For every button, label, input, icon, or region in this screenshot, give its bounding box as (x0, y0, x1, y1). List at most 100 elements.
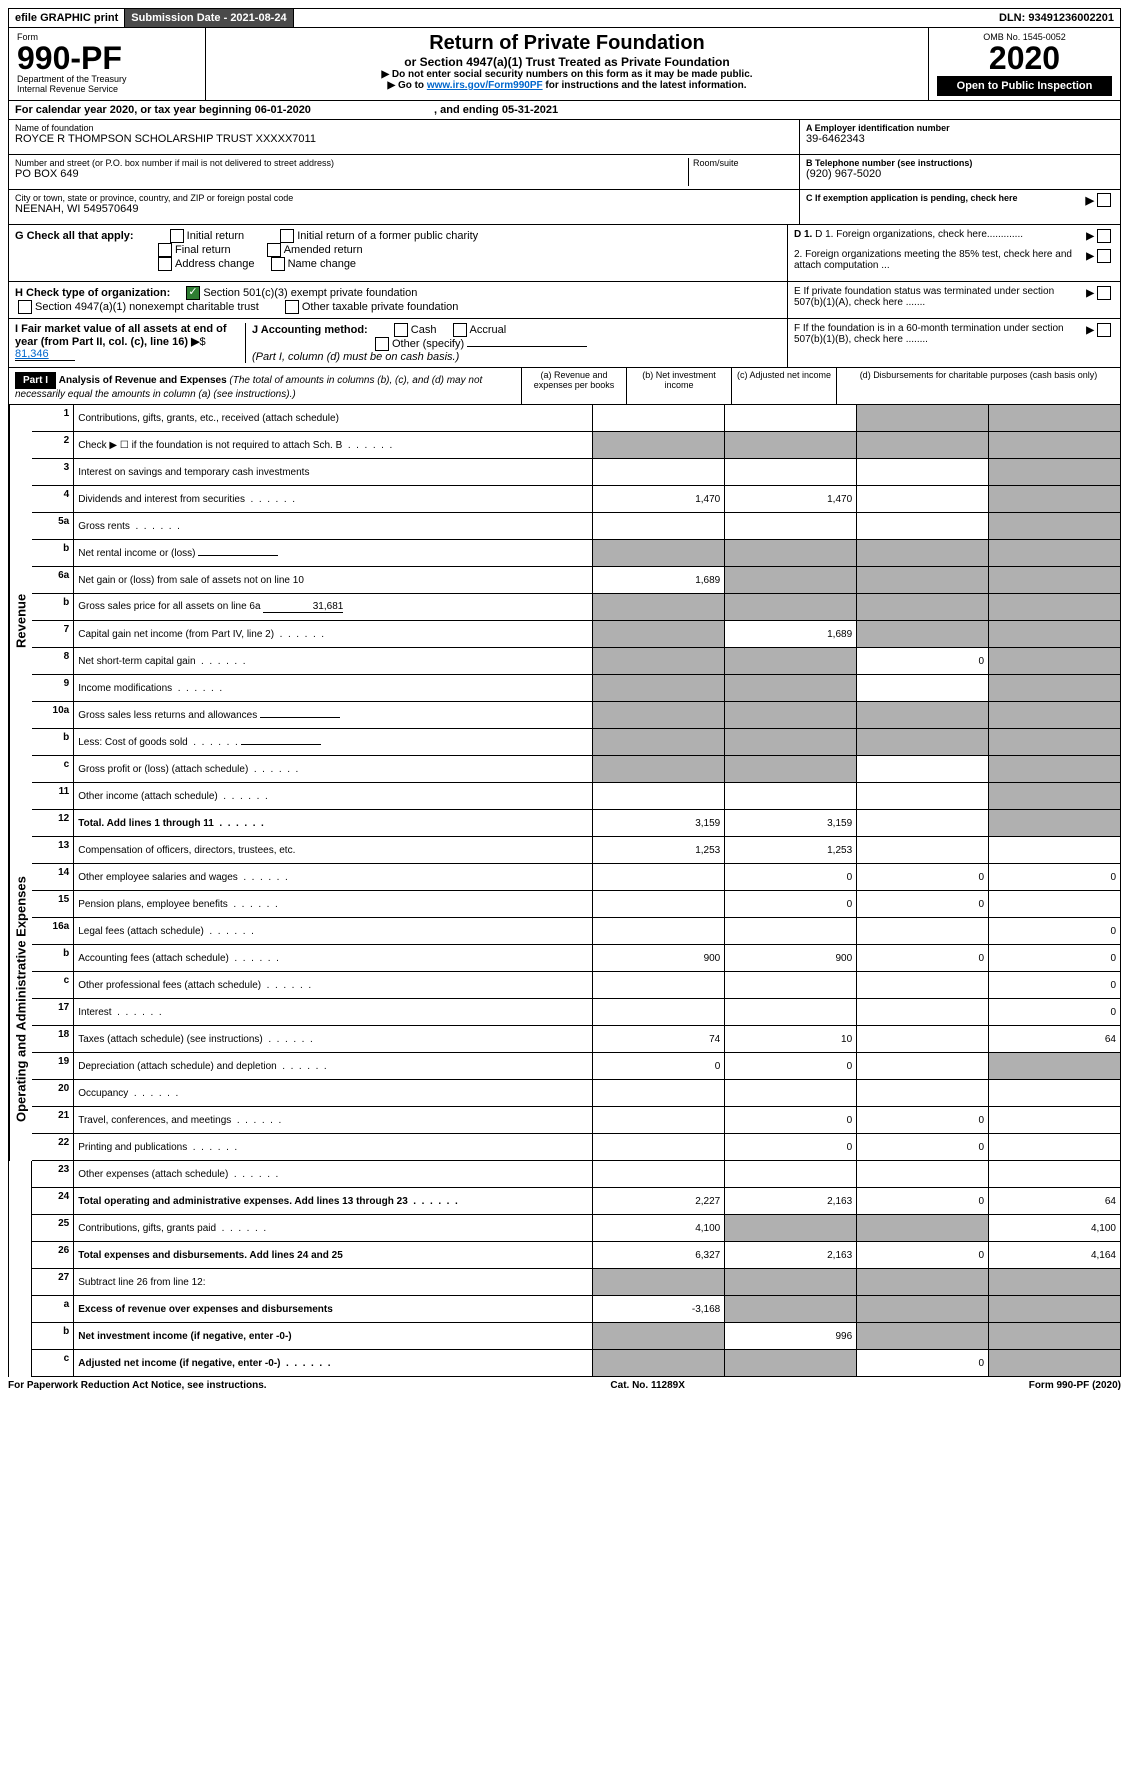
room-label: Room/suite (693, 158, 793, 168)
table-row: 17Interest . . . . . .0 (32, 999, 1121, 1026)
irs-label: Internal Revenue Service (17, 84, 197, 94)
address: PO BOX 649 (15, 168, 688, 180)
info-section: Name of foundation ROYCE R THOMPSON SCHO… (8, 120, 1121, 225)
j-accrual-checkbox[interactable] (453, 323, 467, 337)
f-label: F If the foundation is in a 60-month ter… (794, 323, 1086, 345)
form-header: Form 990-PF Department of the Treasury I… (8, 28, 1121, 101)
footer: For Paperwork Reduction Act Notice, see … (8, 1377, 1121, 1394)
expenses-section: Operating and Administrative Expenses 13… (8, 837, 1121, 1161)
table-row: cAdjusted net income (if negative, enter… (32, 1350, 1121, 1377)
f-checkbox[interactable] (1097, 323, 1111, 337)
j-other-checkbox[interactable] (375, 337, 389, 351)
h-label: H Check type of organization: (15, 287, 170, 299)
bottom-section: 23Other expenses (attach schedule) . . .… (8, 1161, 1121, 1377)
table-row: 20Occupancy . . . . . . (32, 1080, 1121, 1107)
table-row: 18Taxes (attach schedule) (see instructi… (32, 1026, 1121, 1053)
part1-title: Analysis of Revenue and Expenses (59, 375, 227, 386)
efile-label: efile GRAPHIC print (9, 9, 125, 27)
irs-link[interactable]: www.irs.gov/Form990PF (427, 80, 543, 91)
table-row: 24Total operating and administrative exp… (32, 1188, 1121, 1215)
bottom-table: 23Other expenses (attach schedule) . . .… (32, 1161, 1121, 1377)
table-row: bNet investment income (if negative, ent… (32, 1323, 1121, 1350)
table-row: 27Subtract line 26 from line 12: (32, 1269, 1121, 1296)
table-row: 21Travel, conferences, and meetings . . … (32, 1107, 1121, 1134)
e-label: E If private foundation status was termi… (794, 286, 1086, 308)
ein-label: A Employer identification number (806, 123, 1114, 133)
table-row: 5aGross rents . . . . . . (32, 513, 1121, 540)
d2-checkbox[interactable] (1097, 249, 1111, 263)
h-checkbox-3[interactable] (285, 300, 299, 314)
check-section-ij: I Fair market value of all assets at end… (8, 319, 1121, 368)
calendar-year-row: For calendar year 2020, or tax year begi… (8, 101, 1121, 120)
g-checkbox-1[interactable] (280, 229, 294, 243)
table-row: 10aGross sales less returns and allowanc… (32, 702, 1121, 729)
table-row: 8Net short-term capital gain . . . . . .… (32, 648, 1121, 675)
table-row: cOther professional fees (attach schedul… (32, 972, 1121, 999)
phone-label: B Telephone number (see instructions) (806, 158, 1114, 168)
form-subtitle: or Section 4947(a)(1) Trust Treated as P… (214, 55, 920, 69)
d2-label: 2. Foreign organizations meeting the 85%… (794, 249, 1086, 271)
city-value: NEENAH, WI 549570649 (15, 203, 793, 215)
check-section-g: G Check all that apply: Initial return I… (8, 225, 1121, 282)
open-public: Open to Public Inspection (937, 76, 1112, 96)
table-row: 1Contributions, gifts, grants, etc., rec… (32, 405, 1121, 432)
table-row: 11Other income (attach schedule) . . . .… (32, 783, 1121, 810)
form-title: Return of Private Foundation (214, 32, 920, 55)
form-number: 990-PF (17, 42, 197, 74)
g-checkbox-0[interactable] (170, 229, 184, 243)
c-checkbox[interactable] (1097, 193, 1111, 207)
table-row: 14Other employee salaries and wages . . … (32, 864, 1121, 891)
footer-left: For Paperwork Reduction Act Notice, see … (8, 1380, 267, 1391)
d1-checkbox[interactable] (1097, 229, 1111, 243)
phone-value: (920) 967-5020 (806, 168, 1114, 180)
col-b-header: (b) Net investment income (626, 368, 731, 404)
h-checkbox-1[interactable] (186, 286, 200, 300)
check-section-h: H Check type of organization: Section 50… (8, 282, 1121, 319)
col-a-header: (a) Revenue and expenses per books (521, 368, 626, 404)
table-row: 25Contributions, gifts, grants paid . . … (32, 1215, 1121, 1242)
instruction-1: ▶ Do not enter social security numbers o… (214, 69, 920, 80)
table-row: 16aLegal fees (attach schedule) . . . . … (32, 918, 1121, 945)
table-row: 23Other expenses (attach schedule) . . .… (32, 1161, 1121, 1188)
e-checkbox[interactable] (1097, 286, 1111, 300)
g-checkbox-4[interactable] (158, 257, 172, 271)
table-row: bNet rental income or (loss) (32, 540, 1121, 567)
addr-label: Number and street (or P.O. box number if… (15, 158, 688, 168)
ein-value: 39-6462343 (806, 133, 1114, 145)
d1-label: D 1. D 1. Foreign organizations, check h… (794, 229, 1086, 240)
revenue-side-label: Revenue (9, 405, 32, 837)
instruction-2: ▶ Go to www.irs.gov/Form990PF for instru… (214, 80, 920, 91)
table-row: 22Printing and publications . . . . . .0… (32, 1134, 1121, 1161)
dln-label: DLN: 93491236002201 (993, 9, 1120, 27)
j-label: J Accounting method: (252, 324, 368, 336)
j-note: (Part I, column (d) must be on cash basi… (252, 351, 459, 363)
g-checkbox-5[interactable] (271, 257, 285, 271)
table-row: bLess: Cost of goods sold . . . . . . (32, 729, 1121, 756)
table-row: bAccounting fees (attach schedule) . . .… (32, 945, 1121, 972)
table-row: 9Income modifications . . . . . . (32, 675, 1121, 702)
city-label: City or town, state or province, country… (15, 193, 793, 203)
table-row: 19Depreciation (attach schedule) and dep… (32, 1053, 1121, 1080)
expenses-table: 13Compensation of officers, directors, t… (32, 837, 1121, 1161)
h-checkbox-2[interactable] (18, 300, 32, 314)
g-label: G Check all that apply: (15, 230, 134, 242)
table-row: 13Compensation of officers, directors, t… (32, 837, 1121, 864)
table-row: aExcess of revenue over expenses and dis… (32, 1296, 1121, 1323)
c-label: C If exemption application is pending, c… (806, 193, 1086, 203)
expenses-side-label: Operating and Administrative Expenses (9, 837, 32, 1161)
part1-label: Part I (15, 372, 56, 389)
table-row: bGross sales price for all assets on lin… (32, 594, 1121, 621)
g-checkbox-3[interactable] (267, 243, 281, 257)
foundation-name: ROYCE R THOMPSON SCHOLARSHIP TRUST XXXXX… (15, 133, 793, 145)
part1-header-row: Part I Analysis of Revenue and Expenses … (8, 368, 1121, 405)
col-c-header: (c) Adjusted net income (731, 368, 836, 404)
table-row: 26Total expenses and disbursements. Add … (32, 1242, 1121, 1269)
j-cash-checkbox[interactable] (394, 323, 408, 337)
table-row: 12Total. Add lines 1 through 11 . . . . … (32, 810, 1121, 837)
dept-label: Department of the Treasury (17, 74, 197, 84)
i-value[interactable]: 81,346 (15, 348, 75, 361)
footer-right: Form 990-PF (2020) (1029, 1380, 1121, 1391)
submission-date: Submission Date - 2021-08-24 (125, 9, 293, 27)
top-bar: efile GRAPHIC print Submission Date - 20… (8, 8, 1121, 28)
g-checkbox-2[interactable] (158, 243, 172, 257)
